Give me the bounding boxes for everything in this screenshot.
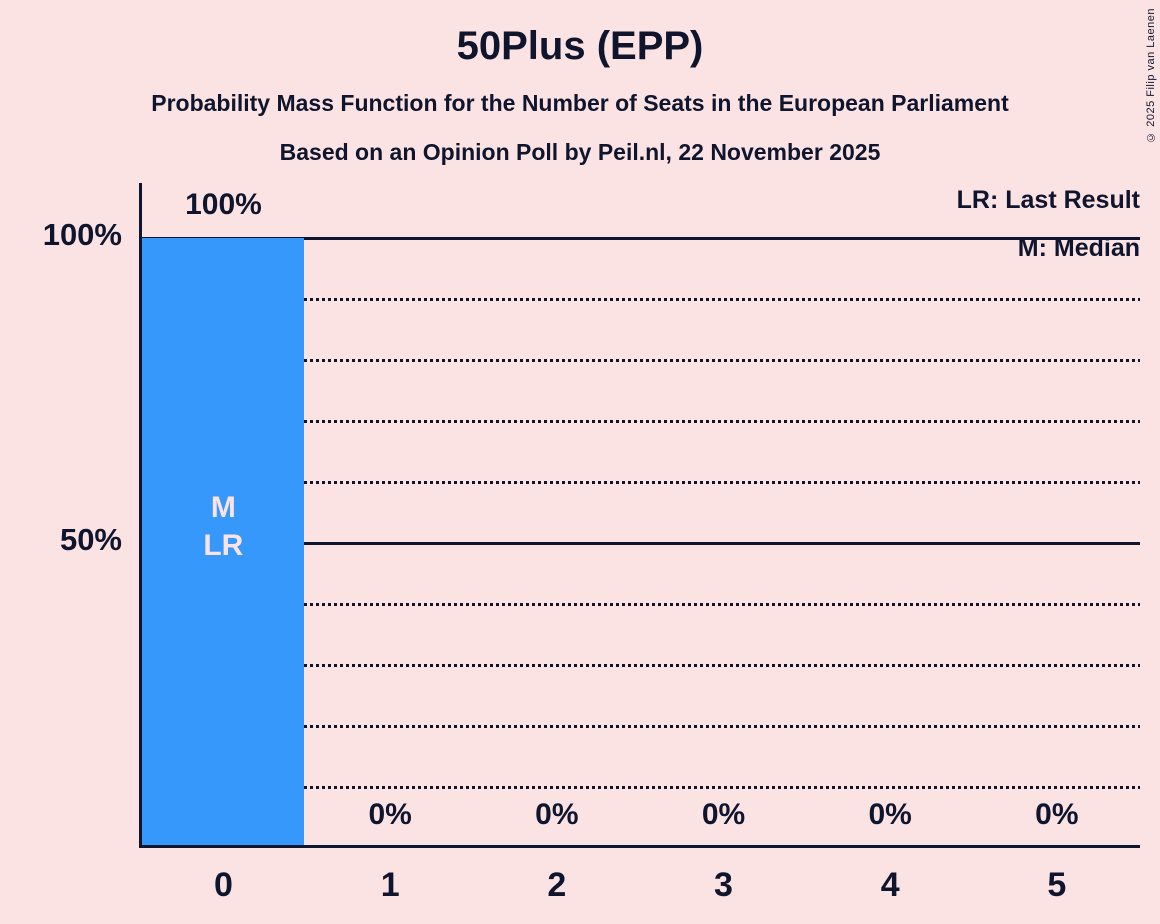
- x-tick-label-3: 3: [714, 866, 733, 904]
- x-tick-label-2: 2: [547, 866, 567, 904]
- bar-value-label-4: 0%: [868, 798, 912, 831]
- grid-line-solid-50: [142, 542, 1140, 545]
- x-tick-label-0: 0: [214, 866, 233, 904]
- y-tick-label-50: 50%: [59, 522, 122, 557]
- grid-line-dotted-30: [142, 664, 1140, 667]
- chart-source-line: Based on an Opinion Poll by Peil.nl, 22 …: [279, 139, 881, 165]
- bar-value-label-1: 0%: [368, 798, 412, 831]
- chart-title: 50Plus (EPP): [456, 24, 704, 68]
- chart-subtitle: Probability Mass Function for the Number…: [151, 90, 1009, 116]
- x-tick-label-5: 5: [1047, 866, 1067, 904]
- grid-line-solid-100: [142, 237, 1140, 240]
- x-tick-label-4: 4: [880, 866, 900, 904]
- x-axis-line: [139, 845, 1140, 848]
- y-tick-label-100: 100%: [42, 217, 122, 252]
- legend-last-result: LR: Last Result: [956, 186, 1140, 214]
- grid-line-dotted-10: [142, 786, 1140, 789]
- grid-line-dotted-60: [142, 481, 1140, 484]
- grid-line-dotted-80: [142, 359, 1140, 362]
- bar-seats-0: [142, 238, 305, 848]
- median-last-result-annotation: M LR: [203, 491, 244, 562]
- bar-value-label-2: 0%: [535, 798, 579, 831]
- grid-line-dotted-70: [142, 420, 1140, 423]
- y-axis-line: [139, 183, 142, 848]
- grid-line-dotted-40: [142, 603, 1140, 606]
- bar-value-label-3: 0%: [701, 798, 746, 831]
- grid-line-dotted-20: [142, 725, 1140, 728]
- grid-line-dotted-90: [142, 298, 1140, 301]
- x-tick-label-1: 1: [380, 866, 400, 904]
- bar-value-label-0: 100%: [185, 188, 262, 221]
- bar-value-label-5: 0%: [1035, 798, 1079, 831]
